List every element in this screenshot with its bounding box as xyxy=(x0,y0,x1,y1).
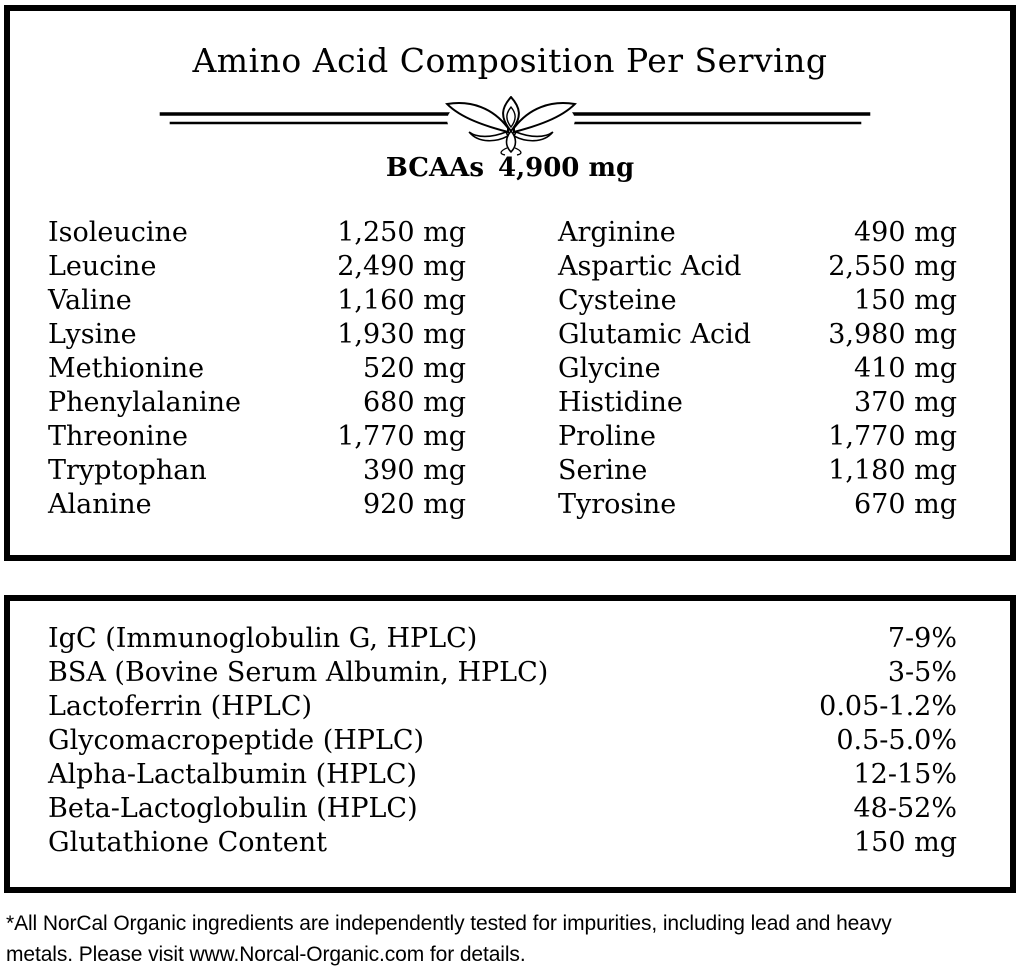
bcaa-total-line: BCAAs 4,900 mg xyxy=(10,153,1010,183)
amino-acid-amount: 410 mg xyxy=(853,353,957,384)
protein-fraction-amount: 0.5-5.0% xyxy=(836,725,957,756)
amino-acid-row: Cysteine 150 mg xyxy=(558,284,957,318)
amino-acid-amount: 1,770 mg xyxy=(828,421,957,452)
amino-acid-row: Isoleucine 1,250 mg xyxy=(48,216,466,250)
amino-acid-name: Valine xyxy=(48,285,132,316)
amino-acid-amount: 1,770 mg xyxy=(337,421,466,452)
amino-acid-amount: 2,490 mg xyxy=(337,251,466,282)
protein-fraction-amount: 0.05-1.2% xyxy=(819,691,957,722)
amino-acid-row: Histidine 370 mg xyxy=(558,386,957,420)
amino-acid-row: Lysine 1,930 mg xyxy=(48,318,466,352)
amino-acid-amount: 390 mg xyxy=(362,455,466,486)
amino-acid-name: Methionine xyxy=(48,353,205,384)
amino-acid-panel: Amino Acid Composition Per Serving BCAAs… xyxy=(4,5,1016,561)
protein-fraction-amount: 48-52% xyxy=(853,793,958,824)
amino-acid-amount: 1,250 mg xyxy=(337,217,466,248)
amino-acid-name: Glutamic Acid xyxy=(558,319,752,350)
amino-acid-name: Serine xyxy=(558,455,648,486)
amino-acid-name: Tryptophan xyxy=(48,455,207,486)
amino-acid-amount: 490 mg xyxy=(853,217,957,248)
amino-table-left-column: Isoleucine 1,250 mg Leucine 2,490 mg Val… xyxy=(48,216,466,522)
protein-fraction-panel: IgC (Immunoglobulin G, HPLC) 7-9% BSA (B… xyxy=(4,595,1016,893)
protein-fraction-row: BSA (Bovine Serum Albumin, HPLC) 3-5% xyxy=(48,656,957,690)
protein-fraction-name: BSA (Bovine Serum Albumin, HPLC) xyxy=(48,657,549,688)
protein-fraction-name: Beta-Lactoglobulin (HPLC) xyxy=(48,793,418,824)
amino-acid-name: Histidine xyxy=(558,387,683,418)
amino-acid-name: Leucine xyxy=(48,251,157,282)
protein-fraction-row: Lactoferrin (HPLC) 0.05-1.2% xyxy=(48,690,957,724)
amino-acid-name: Aspartic Acid xyxy=(558,251,742,282)
amino-acid-amount: 1,180 mg xyxy=(828,455,957,486)
protein-fraction-name: Alpha-Lactalbumin (HPLC) xyxy=(48,759,418,790)
amino-acid-name: Tyrosine xyxy=(558,489,677,520)
amino-acid-row: Glycine 410 mg xyxy=(558,352,957,386)
amino-acid-amount: 670 mg xyxy=(853,489,957,520)
panel-title: Amino Acid Composition Per Serving xyxy=(192,41,828,80)
amino-acid-name: Cysteine xyxy=(558,285,677,316)
protein-fraction-row: Alpha-Lactalbumin (HPLC) 12-15% xyxy=(48,758,957,792)
amino-acid-amount: 3,980 mg xyxy=(828,319,957,350)
footnote-line: metals. Please visit www.Norcal-Organic.… xyxy=(6,943,526,966)
amino-acid-row: Glutamic Acid 3,980 mg xyxy=(558,318,957,352)
footnote-line: *All NorCal Organic ingredients are inde… xyxy=(6,912,892,935)
protein-fraction-table: IgC (Immunoglobulin G, HPLC) 7-9% BSA (B… xyxy=(48,622,957,860)
amino-acid-row: Arginine 490 mg xyxy=(558,216,957,250)
amino-acid-row: Serine 1,180 mg xyxy=(558,454,957,488)
amino-acid-row: Valine 1,160 mg xyxy=(48,284,466,318)
bcaa-value: 4,900 mg xyxy=(497,153,635,183)
protein-fraction-row: Beta-Lactoglobulin (HPLC) 48-52% xyxy=(48,792,957,826)
amino-acid-row: Phenylalanine 680 mg xyxy=(48,386,466,420)
amino-acid-row: Threonine 1,770 mg xyxy=(48,420,466,454)
protein-fraction-row: Glycomacropeptide (HPLC) 0.5-5.0% xyxy=(48,724,957,758)
amino-acid-name: Arginine xyxy=(558,217,676,248)
amino-acid-amount: 2,550 mg xyxy=(828,251,957,282)
amino-acid-row: Aspartic Acid 2,550 mg xyxy=(558,250,957,284)
amino-acid-row: Alanine 920 mg xyxy=(48,488,466,522)
amino-acid-amount: 370 mg xyxy=(853,387,957,418)
lotus-flourish-divider-icon xyxy=(159,96,871,156)
protein-fraction-row: Glutathione Content 150 mg xyxy=(48,826,957,860)
protein-fraction-amount: 7-9% xyxy=(887,623,957,654)
amino-acid-name: Threonine xyxy=(48,421,188,452)
amino-acid-name: Phenylalanine xyxy=(48,387,242,418)
protein-fraction-name: Glycomacropeptide (HPLC) xyxy=(48,725,425,756)
protein-fraction-amount: 150 mg xyxy=(853,827,957,858)
amino-acid-row: Tyrosine 670 mg xyxy=(558,488,957,522)
amino-acid-amount: 920 mg xyxy=(362,489,466,520)
amino-acid-amount: 680 mg xyxy=(362,387,466,418)
amino-acid-row: Methionine 520 mg xyxy=(48,352,466,386)
amino-acid-name: Lysine xyxy=(48,319,137,350)
protein-fraction-row: IgC (Immunoglobulin G, HPLC) 7-9% xyxy=(48,622,957,656)
amino-table-right-column: Arginine 490 mg Aspartic Acid 2,550 mg C… xyxy=(558,216,957,522)
protein-fraction-name: IgC (Immunoglobulin G, HPLC) xyxy=(48,623,478,654)
amino-acid-amount: 150 mg xyxy=(853,285,957,316)
protein-fraction-amount: 12-15% xyxy=(853,759,958,790)
amino-acid-row: Tryptophan 390 mg xyxy=(48,454,466,488)
amino-acid-amount: 520 mg xyxy=(362,353,466,384)
amino-acid-name: Isoleucine xyxy=(48,217,188,248)
protein-fraction-amount: 3-5% xyxy=(887,657,957,688)
amino-acid-name: Alanine xyxy=(48,489,152,520)
amino-acid-row: Proline 1,770 mg xyxy=(558,420,957,454)
amino-acid-name: Glycine xyxy=(558,353,661,384)
amino-acid-name: Proline xyxy=(558,421,656,452)
protein-fraction-name: Lactoferrin (HPLC) xyxy=(48,691,313,722)
footnote: *All NorCal Organic ingredients are inde… xyxy=(6,908,1018,970)
bcaa-label: BCAAs xyxy=(385,153,484,183)
amino-acid-amount: 1,930 mg xyxy=(337,319,466,350)
protein-fraction-name: Glutathione Content xyxy=(48,827,327,858)
amino-acid-row: Leucine 2,490 mg xyxy=(48,250,466,284)
amino-acid-amount: 1,160 mg xyxy=(337,285,466,316)
